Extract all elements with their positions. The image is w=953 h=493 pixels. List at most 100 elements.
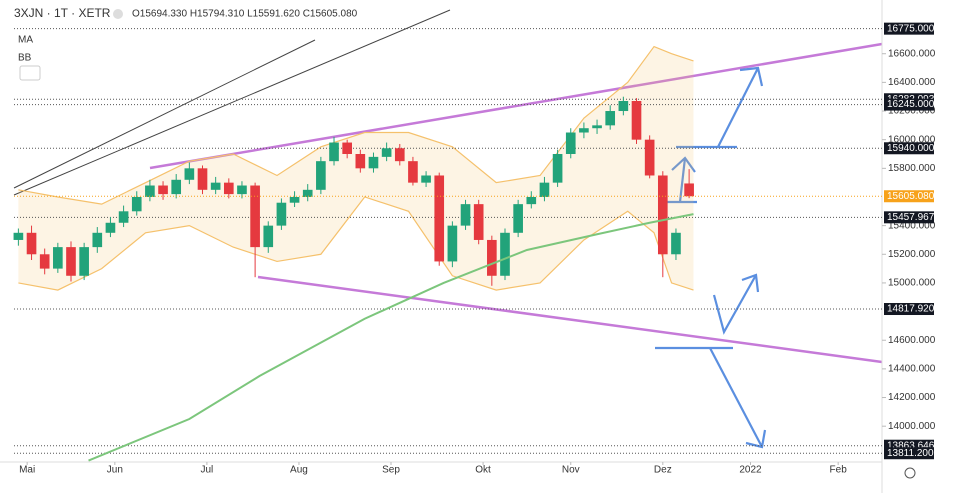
y-tick-label: 15800.000 [888, 163, 936, 174]
current-price-label: 15605.080 [887, 191, 935, 202]
moving-average [88, 213, 694, 462]
candle-body [302, 189, 313, 197]
candle-body [487, 239, 497, 276]
candle-body [131, 196, 142, 212]
candle-body [460, 204, 471, 226]
candle-body [342, 142, 352, 154]
candle-body [197, 168, 208, 190]
candle-body [210, 182, 221, 190]
candle-body [618, 100, 629, 112]
candle-body [592, 125, 602, 129]
y-tick-label: 16400.000 [888, 77, 936, 88]
channel-bottom [257, 275, 883, 364]
price-label: 15940.000 [887, 143, 935, 154]
x-tick-label: Jun [107, 465, 123, 476]
y-tick-label: 16000.000 [888, 134, 936, 145]
candle-body [526, 196, 537, 205]
candle-body [368, 156, 379, 169]
candle-body [237, 185, 247, 195]
price-label-box [884, 142, 934, 155]
price-label: 15457.967 [887, 212, 935, 223]
candle-body [289, 196, 300, 203]
candle-body [447, 225, 458, 262]
trend-line [13, 9, 451, 196]
candle-body [355, 154, 366, 169]
candle-body [171, 179, 182, 195]
candle-body [473, 204, 484, 240]
candle-body [276, 202, 287, 226]
candle-body [316, 161, 326, 190]
x-tick-label: Jul [200, 465, 213, 476]
price-label: 13811.200 [887, 448, 934, 459]
symbol-title: 3XJN · 1T · XETR [14, 6, 111, 20]
candle-body [13, 232, 24, 240]
candle-body [421, 175, 431, 183]
bb-lower [18, 196, 694, 291]
bb-upper [18, 45, 694, 205]
candle-body [145, 185, 155, 197]
candle-body [408, 161, 418, 183]
price-label-box [884, 303, 934, 316]
current-price-box [884, 190, 934, 203]
y-tick-label: 14000.000 [888, 421, 936, 432]
candle-body [605, 111, 616, 126]
price-label: 14817.920 [887, 304, 935, 315]
candle-body [552, 154, 563, 183]
price-label-box [884, 211, 934, 224]
candle-body [434, 175, 445, 262]
price-label: 16245.000 [887, 99, 935, 110]
candle-body [657, 175, 668, 255]
y-tick-label: 14400.000 [888, 364, 936, 375]
price-label: 16775.000 [887, 23, 935, 34]
y-tick-label: 15000.000 [888, 278, 936, 289]
candle-body [66, 247, 76, 276]
drawings [13, 9, 883, 449]
x-tick-label: Mai [19, 465, 35, 476]
candle-body [500, 232, 510, 276]
x-tick-label: Okt [475, 465, 491, 476]
price-label: 13863.646 [887, 440, 935, 451]
x-tick-label: Aug [290, 465, 308, 476]
collapse-button[interactable] [19, 65, 41, 81]
x-tick-label: Nov [562, 465, 580, 476]
y-tick-label: 14200.000 [888, 392, 936, 403]
x-tick-label: Dez [654, 465, 672, 476]
candle-body [79, 247, 89, 276]
ohlc-header: O15694.330 H15794.310 L15591.620 C15605.… [132, 9, 358, 20]
candle-body [684, 183, 694, 197]
candle-body [329, 142, 339, 162]
candle-body [250, 185, 260, 248]
y-tick-label: 15200.000 [888, 249, 936, 260]
candle-body [223, 182, 234, 195]
candle-body [513, 204, 523, 233]
candle-body [263, 225, 274, 248]
price-label-box [884, 447, 934, 460]
channel-top [149, 42, 883, 170]
x-tick-label: Feb [830, 465, 848, 476]
price-label-box [884, 98, 934, 111]
candle-body [539, 182, 550, 197]
y-tick-label: 15400.000 [888, 220, 936, 231]
candle-body [158, 185, 168, 195]
status-dot [113, 9, 123, 19]
candle-body [579, 128, 589, 133]
x-tick-label: Sep [382, 465, 400, 476]
settings-icon[interactable] [904, 467, 916, 479]
candle-body [39, 254, 50, 269]
candle-body [53, 247, 63, 269]
y-tick-label: 16200.000 [888, 106, 936, 117]
y-tick-label: 16600.000 [888, 48, 936, 59]
candle-body [26, 232, 37, 255]
candle-body [644, 139, 655, 176]
candle-body [184, 168, 195, 180]
candle-body [381, 148, 392, 157]
price-label-box [884, 22, 934, 35]
candle-body [565, 132, 576, 154]
candle-body [394, 148, 405, 162]
y-tick-label: 14600.000 [888, 335, 936, 346]
candle-body [92, 232, 103, 248]
candle-body [631, 100, 642, 140]
x-tick-label: 2022 [739, 465, 762, 476]
candle-body [105, 222, 116, 233]
